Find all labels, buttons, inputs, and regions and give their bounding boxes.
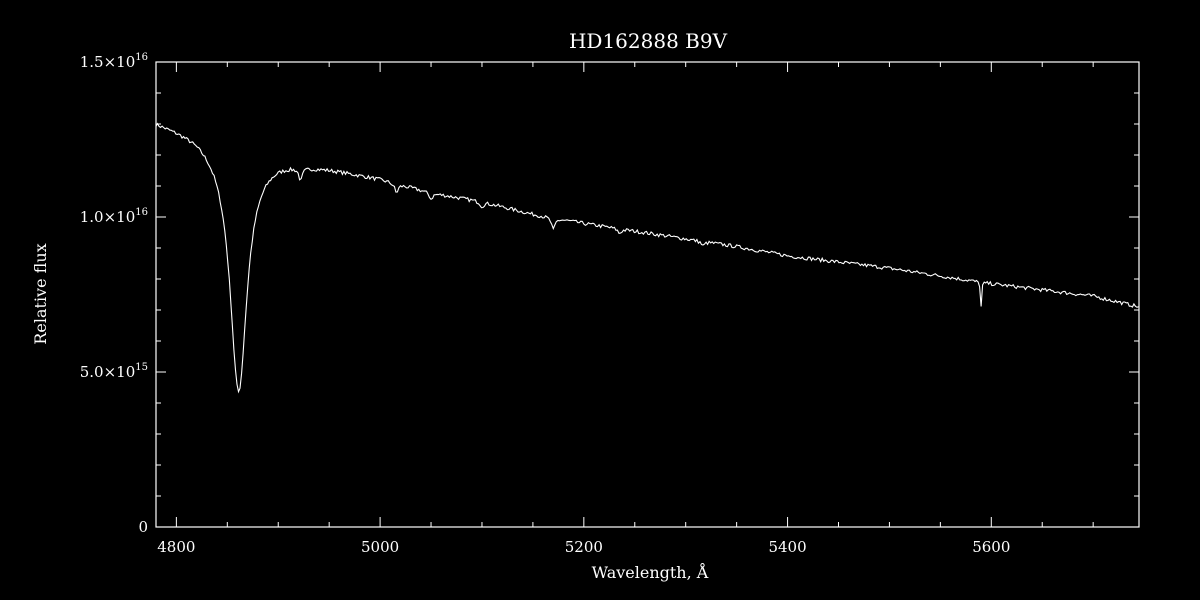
x-tick-label: 5200 (565, 538, 603, 556)
x-axis-label: Wavelength, Å (592, 562, 709, 582)
x-tick-label: 4800 (157, 538, 195, 556)
series-line-spectrum (155, 122, 1139, 394)
y-tick-label: 1.5×1016 (80, 52, 148, 71)
y-tick-label: 5.0×1015 (80, 362, 148, 381)
x-tick-label: 5000 (361, 538, 399, 556)
x-tick-labels: 4800 5000 5200 5400 5600 (157, 538, 1010, 556)
y-tick-label: 1.0×1016 (80, 207, 148, 226)
y-axis-label: Relative flux (31, 243, 50, 344)
x-tick-label: 5600 (972, 538, 1010, 556)
y-tick-label: 0 (138, 518, 148, 536)
x-tick-label: 5400 (768, 538, 806, 556)
chart-title: HD162888 B9V (569, 29, 728, 53)
plot-frame (155, 61, 1140, 528)
y-tick-labels: 0 5.0×1015 1.0×1016 1.5×1016 (80, 52, 148, 536)
axis-ticks (156, 61, 1139, 528)
